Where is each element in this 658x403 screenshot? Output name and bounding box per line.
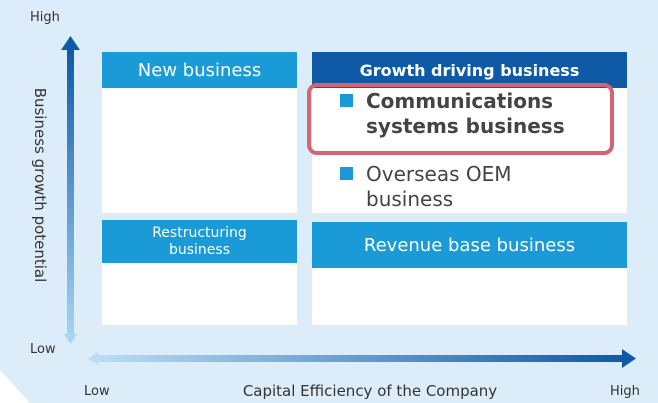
quadrant-title: Growth driving business — [312, 52, 627, 88]
bullet — [340, 167, 353, 180]
x-arrow-shaft — [96, 355, 624, 362]
quadrant: Restructuring business — [102, 220, 297, 325]
bullet — [340, 94, 353, 107]
quadrant: Revenue base business — [312, 222, 627, 325]
y-arrow-head — [61, 36, 80, 50]
x-label: Capital Efficiency of the Company — [242, 382, 498, 400]
x-high: High — [610, 384, 640, 399]
y-arrow-shaft — [67, 48, 74, 338]
quadrant-title: Restructuring business — [102, 220, 297, 263]
quadrant-title: Revenue base business — [312, 222, 627, 268]
item-text: Communications systems business — [366, 89, 565, 138]
quadrant-title: New business — [102, 52, 297, 88]
quadrant: Growth driving business Communications s… — [312, 52, 627, 213]
quadrant: New business — [102, 52, 297, 213]
list-item: Overseas OEM business — [340, 162, 600, 212]
highlight — [307, 83, 614, 155]
y-label: Business growth potential — [31, 87, 49, 283]
item-text: Overseas OEM business — [366, 162, 512, 211]
x-arrow-head — [622, 349, 636, 368]
x-arrow-tail — [88, 352, 98, 365]
list-item: Communications systems business — [340, 89, 600, 139]
x-low: Low — [84, 384, 110, 399]
y-high: High — [30, 10, 60, 25]
y-low: Low — [30, 342, 56, 357]
y-arrow-tail — [64, 334, 77, 344]
